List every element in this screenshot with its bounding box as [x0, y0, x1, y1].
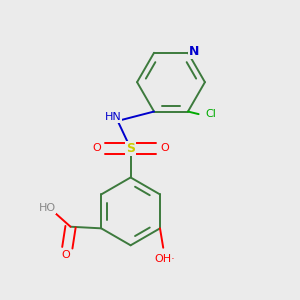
Text: HO: HO	[38, 203, 56, 213]
Text: N: N	[189, 45, 199, 58]
Text: O: O	[160, 143, 169, 153]
Text: HN: HN	[104, 112, 121, 122]
Text: O: O	[61, 250, 70, 260]
Text: O: O	[92, 143, 101, 153]
Text: Cl: Cl	[205, 109, 216, 119]
Text: S: S	[126, 142, 135, 155]
Text: OH·: OH·	[154, 254, 175, 264]
